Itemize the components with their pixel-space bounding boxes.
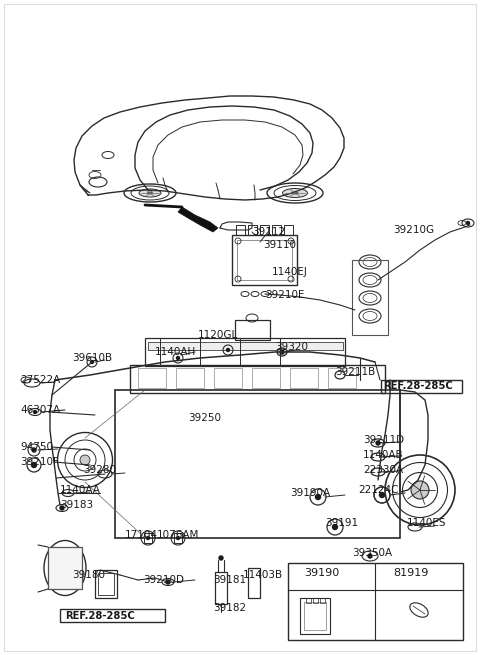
Text: 39211D: 39211D [363,435,404,445]
Ellipse shape [139,189,161,197]
Text: 39110: 39110 [263,240,296,250]
Bar [248,225,257,235]
Bar [176,368,204,388]
Bar [381,380,462,393]
Bar [248,568,260,598]
Text: 39610B: 39610B [72,353,112,363]
Text: 39191: 39191 [325,518,358,528]
Bar [320,598,325,603]
Bar [60,609,165,622]
Text: 39190: 39190 [304,568,340,578]
Circle shape [467,221,469,225]
Text: 39183: 39183 [60,500,93,510]
Bar [232,235,297,285]
Circle shape [91,360,94,364]
Bar [272,225,281,235]
Text: 1140EJ: 1140EJ [272,267,308,277]
Circle shape [166,580,170,584]
Text: 1140AH: 1140AH [155,347,196,357]
Text: 39250: 39250 [188,413,221,423]
Text: 39210G: 39210G [393,225,434,235]
Bar [328,368,356,388]
Text: REF.28-285C: REF.28-285C [383,381,453,391]
Text: 17104: 17104 [125,530,158,540]
Polygon shape [178,207,218,232]
Text: 39180: 39180 [72,570,105,580]
Circle shape [380,493,384,498]
Bar [306,598,311,603]
Circle shape [60,506,64,510]
Bar [313,598,318,603]
Text: 46307A: 46307A [20,405,60,415]
Bar [300,598,330,634]
Bar [174,533,182,543]
Circle shape [177,536,180,540]
Text: 81919: 81919 [393,568,429,578]
Text: 39112: 39112 [252,227,285,237]
Circle shape [315,495,321,500]
Bar [215,572,227,604]
Bar [130,365,385,393]
Text: 1120GL: 1120GL [198,330,238,340]
Ellipse shape [292,192,298,194]
Text: 39210D: 39210D [143,575,184,585]
Bar [288,563,463,640]
Text: 1076AM: 1076AM [157,530,199,540]
Bar [237,240,292,280]
Text: 39190A: 39190A [290,488,330,498]
Circle shape [368,554,372,558]
Circle shape [32,448,36,452]
Circle shape [177,356,180,360]
Bar [236,225,245,235]
Text: REF.28-285C: REF.28-285C [65,611,135,621]
Bar [284,225,293,235]
Ellipse shape [411,481,429,499]
Text: 1140AB: 1140AB [363,450,404,460]
Text: 39350A: 39350A [352,548,392,558]
Bar [48,547,82,589]
Bar [260,225,269,235]
Text: 1140AA: 1140AA [60,485,101,495]
Bar [290,368,318,388]
Bar [95,570,117,598]
Text: 39320: 39320 [275,342,308,352]
Bar [98,573,114,595]
Text: 27522A: 27522A [20,375,60,385]
Text: 39211B: 39211B [335,367,375,377]
Bar [145,338,345,366]
Circle shape [146,536,149,540]
Bar [252,368,280,388]
Ellipse shape [147,192,153,194]
Circle shape [34,411,36,413]
Text: 39280: 39280 [83,465,116,475]
Text: 1140ES: 1140ES [407,518,446,528]
Ellipse shape [80,455,90,465]
Bar [235,320,270,340]
Bar [115,390,400,538]
Bar [214,368,242,388]
Circle shape [227,348,229,352]
Text: 39210E: 39210E [265,290,304,300]
Circle shape [32,462,36,468]
Text: 39182: 39182 [213,603,246,613]
Circle shape [376,441,380,445]
Text: 39210F: 39210F [20,457,59,467]
Text: 94750: 94750 [20,442,53,452]
Text: 22330A: 22330A [363,465,403,475]
Bar [138,368,166,388]
Bar [352,260,388,335]
Text: 11403B: 11403B [243,570,283,580]
Bar [148,342,343,350]
Text: 22124C: 22124C [358,485,398,495]
Circle shape [219,556,223,560]
Bar [144,533,152,543]
Text: 39181: 39181 [213,575,246,585]
Circle shape [333,525,337,529]
Circle shape [280,350,284,354]
Bar [304,602,326,630]
Ellipse shape [277,348,287,356]
Ellipse shape [283,189,308,198]
